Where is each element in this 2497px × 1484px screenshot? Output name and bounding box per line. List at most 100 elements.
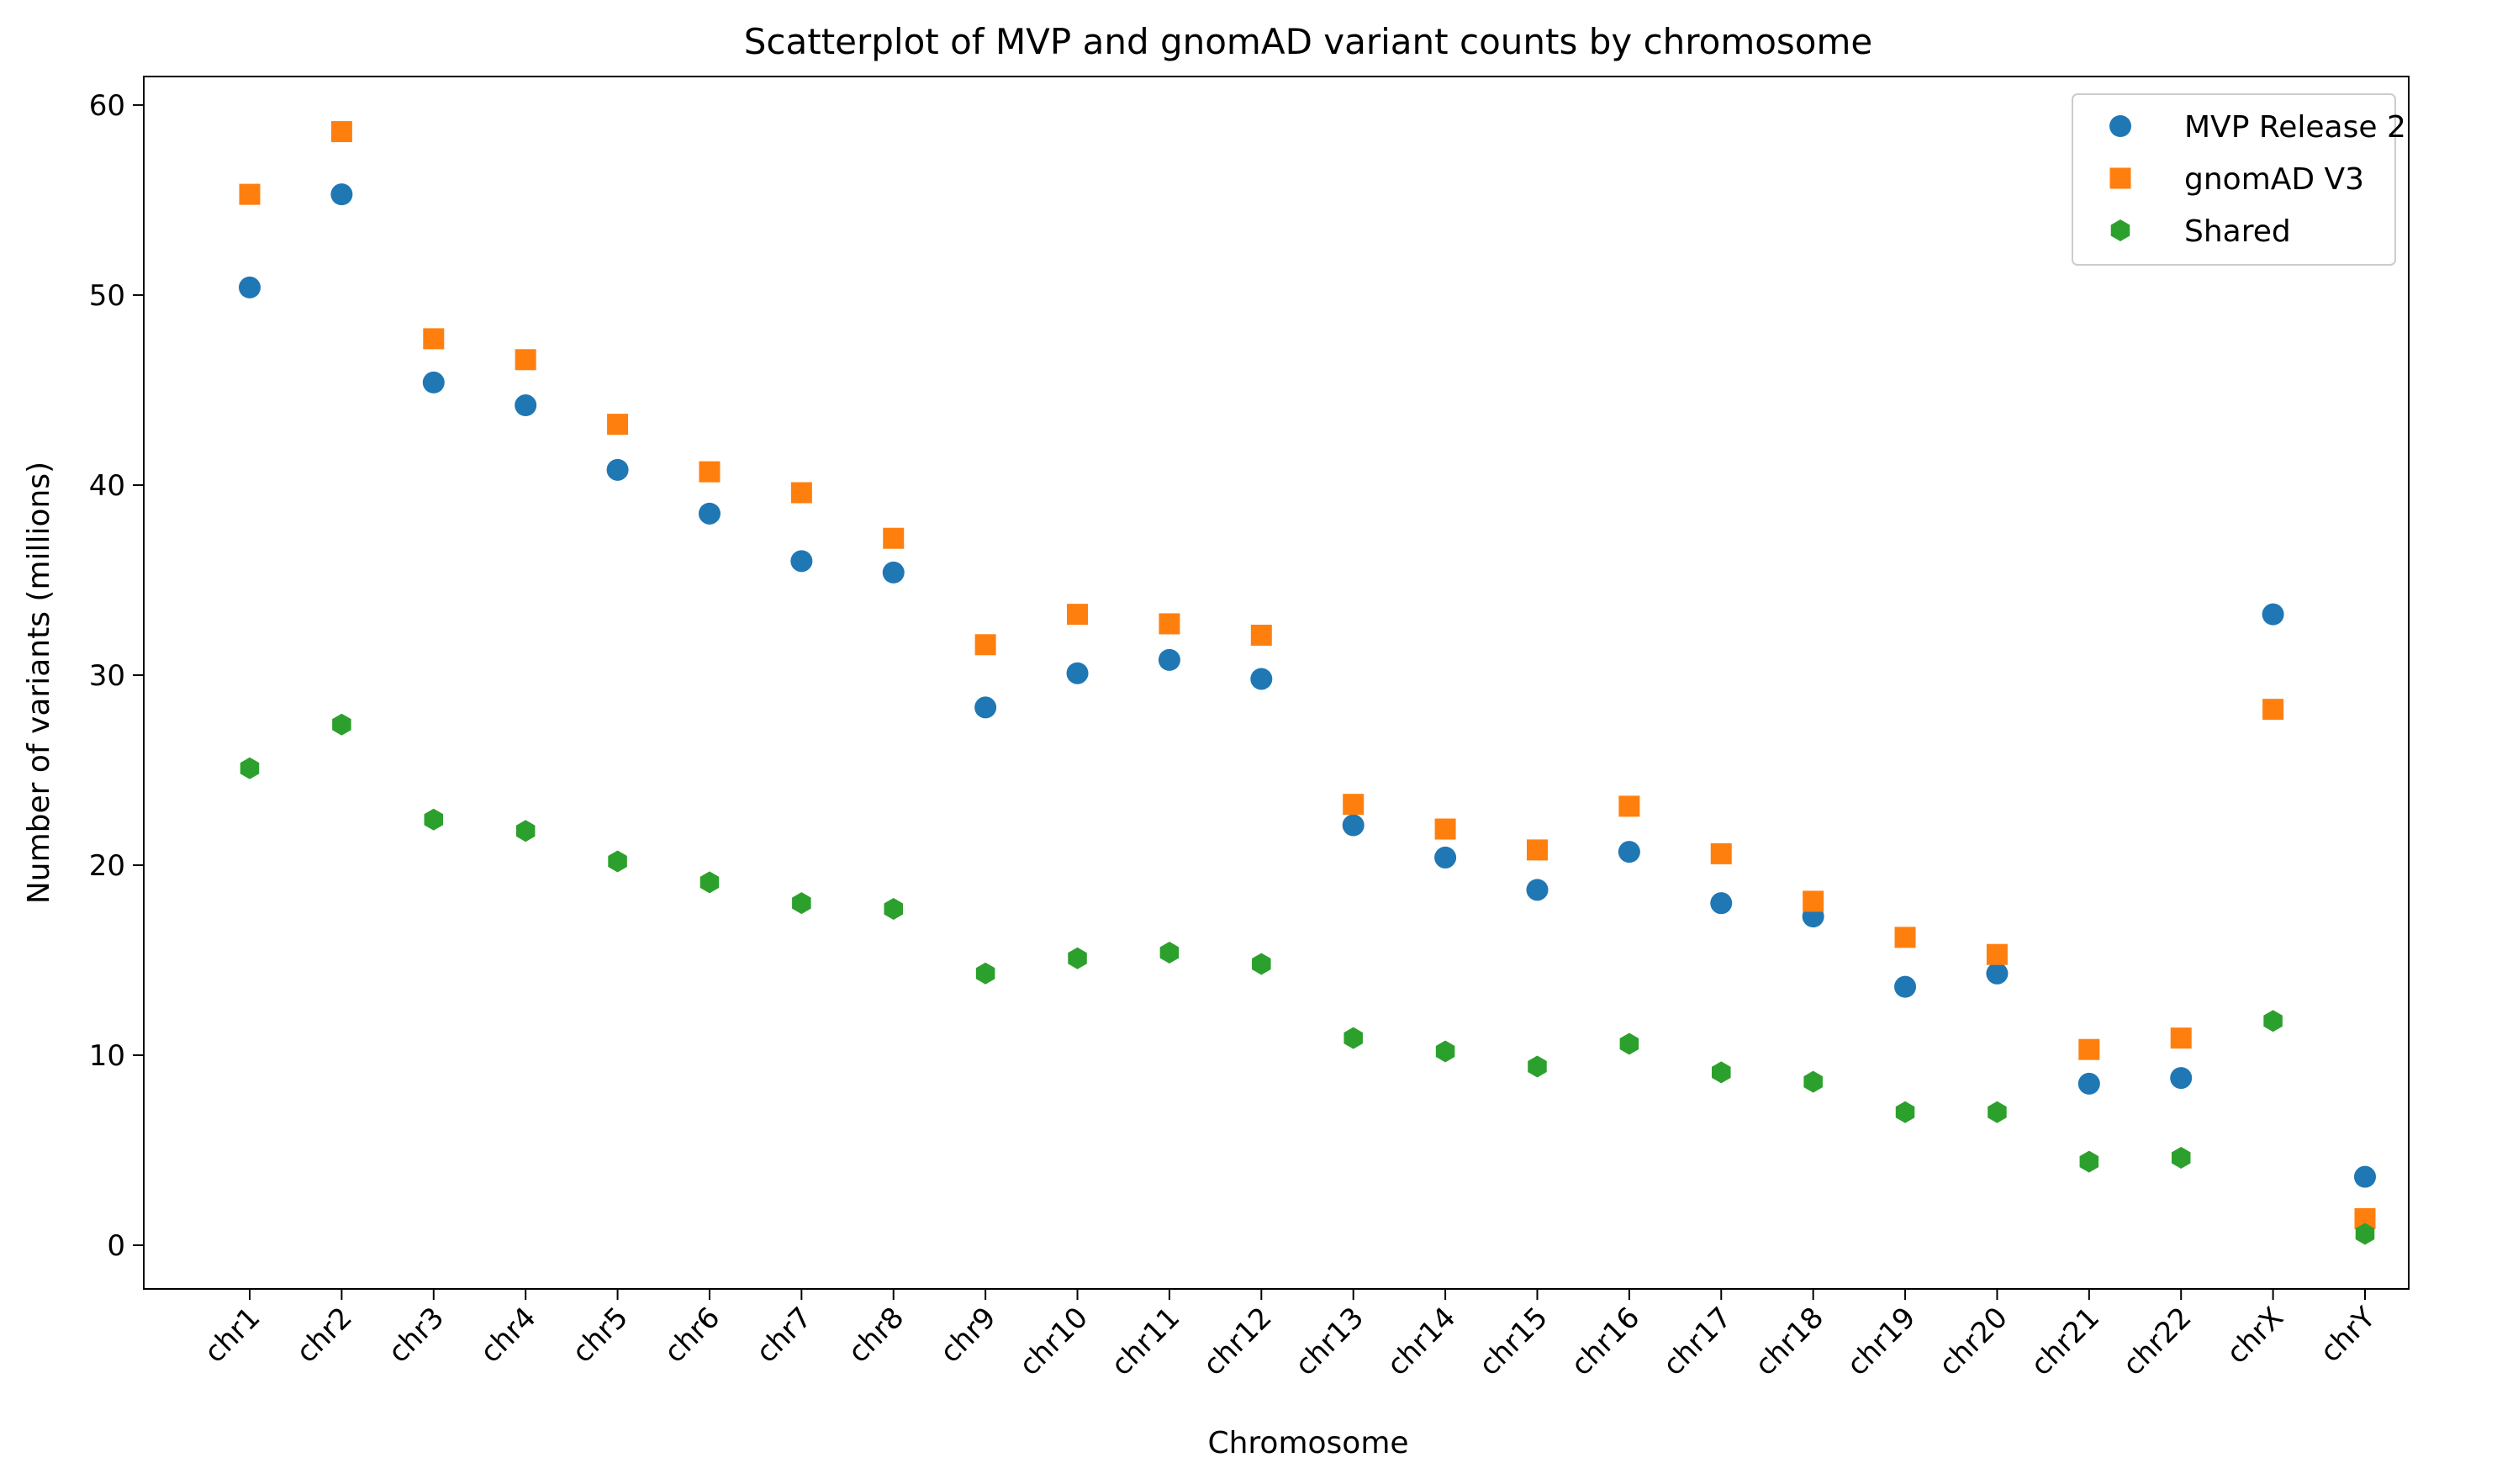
x-tick-label: chr10 xyxy=(1013,1301,1095,1382)
legend-label: gnomAD V3 xyxy=(2184,162,2364,197)
legend: MVP Release 2 gnomAD V3 Shared xyxy=(2072,93,2406,266)
legend-marker-hexagon xyxy=(2110,219,2130,241)
series-2 xyxy=(240,713,2375,1245)
y-tick-label: 30 xyxy=(89,659,125,693)
point-hexagon xyxy=(1619,1032,1639,1055)
point-square xyxy=(1986,943,2008,965)
x-tick-label: chr12 xyxy=(1196,1301,1278,1382)
point-circle xyxy=(1158,648,1180,671)
y-tick-label: 20 xyxy=(89,849,125,883)
y-tick-label: 10 xyxy=(89,1039,125,1073)
point-hexagon xyxy=(1803,1070,1823,1093)
point-circle xyxy=(698,502,721,525)
point-circle xyxy=(515,394,537,417)
point-circle xyxy=(882,561,905,584)
point-hexagon xyxy=(332,713,351,736)
point-circle xyxy=(1710,892,1733,915)
point-circle xyxy=(239,276,261,298)
point-hexagon xyxy=(424,808,444,831)
point-hexagon xyxy=(1344,1027,1363,1049)
x-tick-label: chr1 xyxy=(198,1301,267,1370)
point-hexagon xyxy=(2263,1010,2283,1032)
y-axis-title: Number of variants (millions) xyxy=(22,462,56,904)
x-tick-label: chrY xyxy=(2314,1301,2382,1369)
point-circle xyxy=(606,458,629,481)
point-square xyxy=(1894,927,1916,948)
point-square xyxy=(515,349,536,371)
point-circle xyxy=(330,183,353,206)
point-square xyxy=(974,634,996,656)
x-tick-label: chr4 xyxy=(474,1301,543,1370)
point-circle xyxy=(2077,1072,2100,1095)
x-tick-label: chr8 xyxy=(842,1301,911,1370)
point-circle xyxy=(1342,814,1365,837)
point-square xyxy=(2262,699,2284,721)
x-tick-label: chr14 xyxy=(1380,1301,1462,1382)
x-tick-label: chr22 xyxy=(2116,1301,2198,1382)
point-hexagon xyxy=(1435,1040,1455,1063)
x-tick-label: chrX xyxy=(2220,1301,2290,1370)
x-tick-label: chr13 xyxy=(1289,1301,1370,1382)
point-circle xyxy=(422,371,445,393)
point-hexagon xyxy=(1712,1061,1731,1084)
point-hexagon xyxy=(1252,953,1271,975)
legend-label: Shared xyxy=(2184,214,2291,249)
point-hexagon xyxy=(515,820,536,842)
plot-area xyxy=(143,76,2410,1290)
point-square xyxy=(1710,842,1732,864)
legend-label: MVP Release 2 xyxy=(2184,110,2406,145)
x-tick-label: chr5 xyxy=(566,1301,635,1370)
x-tick-label: chr20 xyxy=(1933,1301,2014,1382)
x-tick-label: chr18 xyxy=(1749,1301,1830,1382)
x-tick-label: chr2 xyxy=(290,1301,359,1370)
y-tick-label: 60 xyxy=(89,89,125,123)
point-square xyxy=(699,461,721,483)
x-tick-label: chr21 xyxy=(2025,1301,2106,1382)
x-tick-label: chr16 xyxy=(1565,1301,1646,1382)
point-circle xyxy=(1066,662,1089,684)
chart-title: Scatterplot of MVP and gnomAD variant co… xyxy=(744,21,1873,62)
point-hexagon xyxy=(1895,1101,1915,1123)
point-hexagon xyxy=(2355,1223,2375,1245)
y-tick-label: 40 xyxy=(89,469,125,503)
point-square xyxy=(1526,839,1548,861)
point-square xyxy=(1250,624,1272,646)
point-square xyxy=(2170,1027,2192,1049)
x-tick-label: chr11 xyxy=(1105,1301,1186,1382)
point-hexagon xyxy=(2171,1147,2191,1170)
point-circle xyxy=(2354,1165,2376,1188)
point-circle xyxy=(1986,962,2009,985)
point-hexagon xyxy=(699,871,720,894)
x-tick-label: chr19 xyxy=(1840,1301,1922,1382)
point-square xyxy=(423,328,445,350)
point-hexagon xyxy=(1068,947,1087,969)
x-axis: chr1 chr2 chr3 chr4 chr5 chr6 chr7 chr8 chr9 chr1… xyxy=(198,1289,2383,1382)
point-hexagon xyxy=(608,850,627,873)
point-square xyxy=(1434,818,1456,840)
x-tick-label: chr9 xyxy=(934,1301,1003,1370)
point-circle xyxy=(974,696,997,719)
point-hexagon xyxy=(1528,1055,1547,1078)
legend-marker-square xyxy=(2109,167,2131,189)
x-tick-label: chr3 xyxy=(382,1301,451,1370)
point-hexagon xyxy=(2079,1150,2099,1173)
point-circle xyxy=(1618,841,1640,863)
point-hexagon xyxy=(975,962,995,985)
x-tick-label: chr15 xyxy=(1473,1301,1555,1382)
point-circle xyxy=(1526,879,1549,901)
point-square xyxy=(330,121,352,143)
x-tick-label: chr6 xyxy=(657,1301,726,1370)
point-circle xyxy=(1894,975,1917,998)
point-square xyxy=(1803,890,1824,912)
x-tick-label: chr17 xyxy=(1656,1301,1738,1382)
point-circle xyxy=(1434,846,1457,869)
point-square xyxy=(239,183,261,205)
x-axis-title: Chromosome xyxy=(1207,1426,1408,1460)
y-tick-label: 0 xyxy=(107,1229,125,1263)
legend-box xyxy=(2072,93,2396,266)
point-hexagon xyxy=(1988,1101,2007,1123)
x-tick-label: chr7 xyxy=(750,1301,819,1370)
point-hexagon xyxy=(884,897,903,920)
point-square xyxy=(790,482,812,504)
